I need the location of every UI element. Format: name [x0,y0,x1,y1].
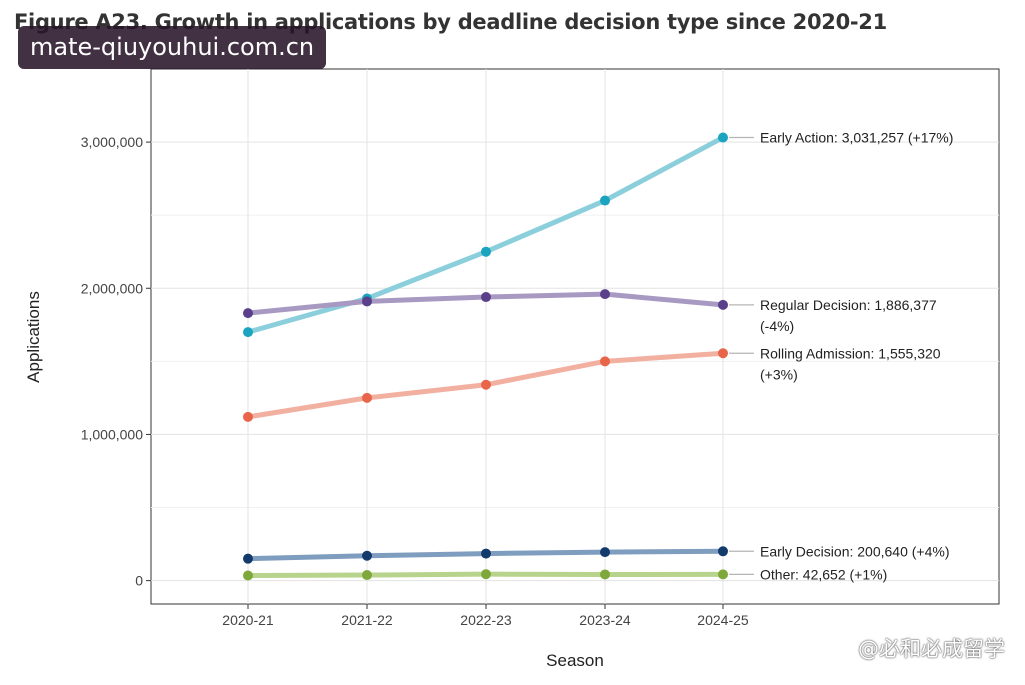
x-tick-label: 2024-25 [697,612,749,628]
watermark-badge: mate-qiuyouhui.com.cn [18,26,327,69]
data-point-other [362,570,372,581]
plot-panel [150,68,1000,605]
y-tick-label: 2,000,000 [81,280,143,296]
data-point-regular-decision [362,296,372,307]
series-label-early-action: Early Action: 3,031,257 (+17%) [760,130,953,146]
data-point-rolling-admission [362,392,372,403]
series-label-regular-decision: (-4%) [760,318,794,334]
data-point-early-decision [243,553,253,564]
data-point-rolling-admission [718,348,728,359]
x-tick-label: 2023-24 [579,612,631,628]
grid-lines [151,69,999,604]
series-label-regular-decision: Regular Decision: 1,886,377 [760,297,937,313]
y-tick-label: 3,000,000 [81,134,143,150]
data-point-other [718,569,728,580]
x-tick-label: 2021-22 [341,612,393,628]
axes: 0 1,000,000 2,000,000 3,000,000 2020-21 2021-… [81,134,749,628]
data-point-early-decision [600,547,610,558]
series-label-other: Other: 42,652 (+1%) [760,566,887,582]
data-point-other [243,570,253,581]
data-point-early-action [600,195,610,206]
data-point-regular-decision [718,299,728,310]
series-label-rolling-admission: Rolling Admission: 1,555,320 [760,345,941,361]
x-tick-label: 2020-21 [222,612,274,628]
data-point-regular-decision [600,289,610,300]
data-point-early-action [718,132,728,143]
data-point-other [481,569,491,580]
y-axis-label: Applications [24,291,43,383]
data-point-regular-decision [243,308,253,319]
data-point-rolling-admission [600,356,610,367]
data-point-other [600,569,610,580]
data-point-rolling-admission [243,411,253,422]
data-point-rolling-admission [481,379,491,390]
data-point-regular-decision [481,292,491,303]
series-label-early-decision: Early Decision: 200,640 (+4%) [760,543,950,559]
x-tick-label: 2022-23 [460,612,512,628]
data-point-early-action [243,327,253,338]
series-label-rolling-admission: (+3%) [760,366,798,382]
data-point-early-action [481,246,491,257]
x-axis-label: Season [546,651,604,670]
credit-watermark: @必和必成留学 [858,637,1005,661]
data-point-early-decision [362,550,372,561]
series-lines [243,132,728,581]
y-tick-label: 1,000,000 [81,426,143,442]
data-point-early-decision [718,546,728,557]
y-tick-label: 0 [135,573,143,589]
series-labels: Early Action: 3,031,257 (+17%) Regular De… [729,130,953,582]
data-point-early-decision [481,548,491,559]
